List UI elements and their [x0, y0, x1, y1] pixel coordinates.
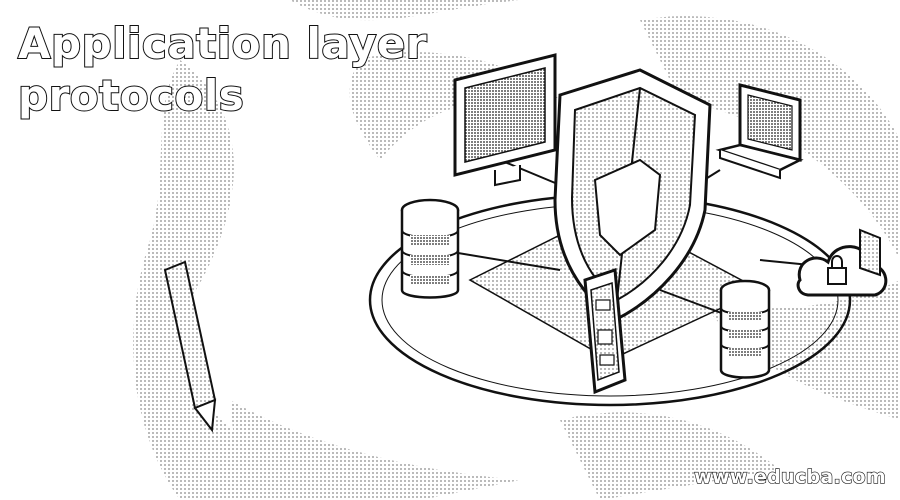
laptop-icon: [715, 83, 804, 180]
database-server-icon: [719, 279, 771, 379]
title-line-2: protocols: [17, 70, 245, 121]
smartphone-icon: [583, 267, 627, 395]
monitor-icon: [453, 53, 557, 187]
pen-icon: [163, 260, 217, 433]
database-server-icon: [400, 198, 460, 299]
title-line-1: Application layer: [17, 18, 428, 69]
cloud-lock-icon: [796, 228, 888, 297]
website-watermark: www.educba.com: [694, 465, 887, 488]
shield-icon: [553, 68, 712, 322]
page-title: Application layer protocols: [17, 18, 478, 122]
